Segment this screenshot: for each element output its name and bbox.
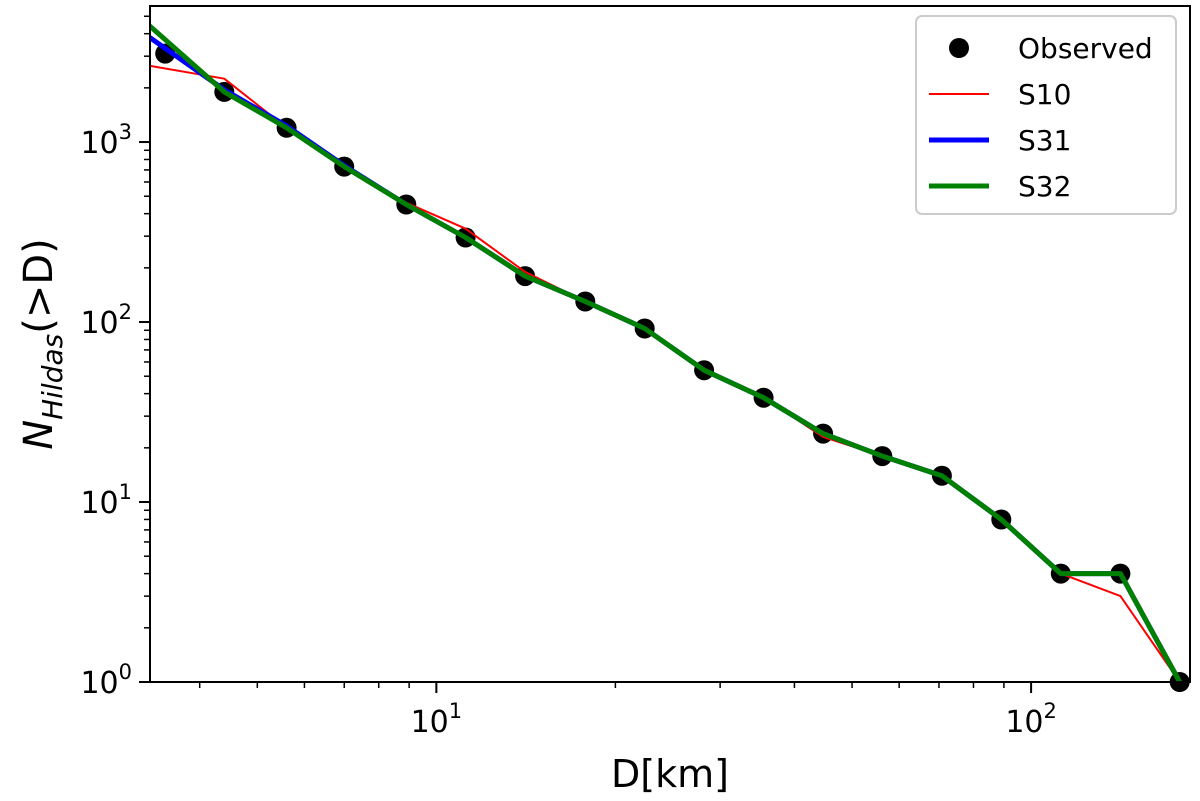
x-tick-label: 101 xyxy=(411,699,463,740)
x-axis-label: D[km] xyxy=(611,752,729,796)
y-tick-label: 103 xyxy=(80,120,132,161)
legend-s10-label: S10 xyxy=(1018,78,1071,111)
x-axis: 101 102 xyxy=(198,682,1057,740)
legend-observed-marker xyxy=(949,38,969,58)
series-layer xyxy=(150,23,1183,682)
legend-box xyxy=(915,15,1177,215)
plot-frame xyxy=(149,5,1191,683)
x-tick-label: 102 xyxy=(1005,699,1057,740)
y-tick-label: 102 xyxy=(80,300,132,341)
legend: Observed S10 S31 S32 xyxy=(915,15,1177,215)
series-line-s32 xyxy=(150,23,1183,682)
legend-observed-label: Observed xyxy=(1018,32,1153,65)
y-tick-label: 100 xyxy=(80,660,132,701)
legend-s31-label: S31 xyxy=(1018,124,1071,157)
y-tick-label: 101 xyxy=(80,480,132,521)
y-axis-label: NHildas(>D) xyxy=(16,238,69,450)
y-axis: 100 101 102 103 xyxy=(80,15,150,701)
legend-s32-label: S32 xyxy=(1018,170,1071,203)
observed-point xyxy=(155,43,176,64)
